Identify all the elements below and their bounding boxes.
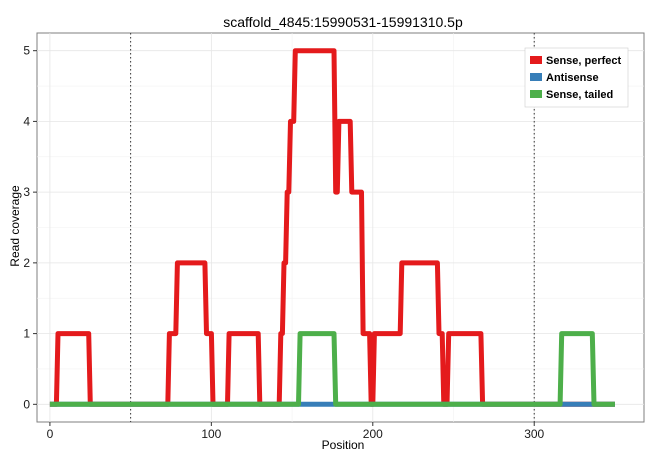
legend: Sense, perfect Antisense Sense, tailed — [524, 47, 629, 108]
y-axis-title: Read coverage — [8, 185, 22, 267]
legend-label: Sense, perfect — [546, 55, 622, 67]
x-tick-label: 200 — [363, 427, 383, 441]
legend-swatch — [530, 56, 542, 64]
y-tick-label: 0 — [23, 397, 30, 411]
series-line-2 — [49, 331, 615, 407]
y-tick-label: 4 — [23, 114, 30, 128]
axis-ticks: 0 100 200 300 0 1 2 3 4 5 — [23, 44, 544, 441]
y-tick-label: 5 — [23, 44, 30, 58]
x-tick-label: 300 — [524, 427, 544, 441]
legend-swatch — [530, 73, 542, 81]
chart-title: scaffold_4845:15990531-15991310.5p — [223, 14, 463, 30]
x-tick-label: 0 — [47, 427, 54, 441]
legend-label: Antisense — [546, 72, 599, 84]
x-tick-label: 100 — [201, 427, 221, 441]
y-tick-label: 3 — [23, 185, 30, 199]
legend-label: Sense, tailed — [546, 89, 613, 101]
x-axis-title: Position — [322, 438, 365, 452]
legend-swatch — [530, 90, 542, 98]
series-line-0 — [49, 48, 615, 407]
y-tick-label: 2 — [23, 256, 30, 270]
legend-box — [524, 47, 629, 108]
y-tick-label: 1 — [23, 327, 30, 341]
